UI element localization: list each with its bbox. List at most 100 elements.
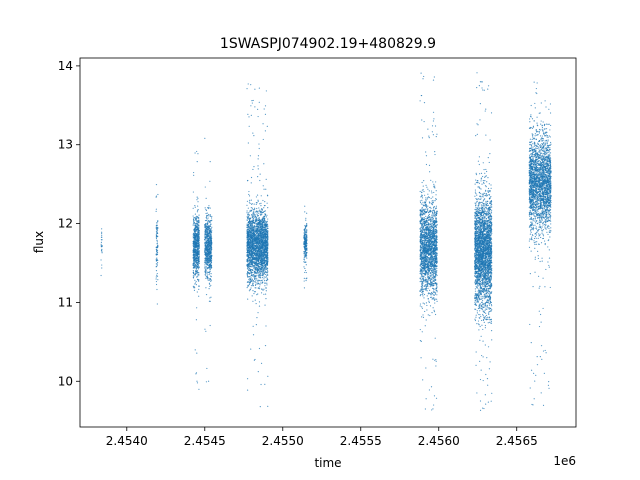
data-point — [260, 241, 262, 243]
data-point — [198, 226, 200, 228]
data-point — [258, 217, 260, 220]
data-point — [265, 188, 267, 190]
data-point — [195, 243, 198, 245]
data-point — [204, 241, 206, 243]
data-point — [246, 274, 249, 276]
data-point — [265, 267, 267, 269]
data-point — [305, 278, 307, 280]
data-point — [259, 210, 261, 212]
data-point — [193, 239, 195, 241]
data-point — [263, 288, 265, 290]
data-point — [193, 171, 195, 174]
data-point — [193, 266, 195, 269]
data-point — [253, 359, 255, 361]
data-point — [210, 237, 212, 239]
data-point — [210, 223, 212, 225]
data-point — [258, 221, 261, 224]
data-point — [262, 199, 264, 202]
data-point — [194, 244, 196, 246]
data-point — [204, 237, 206, 239]
data-point — [266, 231, 268, 233]
data-point — [265, 178, 267, 180]
data-point — [210, 231, 213, 233]
data-point — [210, 217, 213, 219]
data-point — [262, 231, 265, 233]
data-point — [260, 238, 262, 240]
data-point — [247, 263, 249, 266]
data-point — [260, 274, 263, 276]
data-point — [256, 226, 258, 228]
data-point — [246, 229, 248, 231]
data-point — [247, 213, 249, 215]
data-point — [264, 268, 266, 270]
data-point — [195, 226, 197, 229]
data-point — [256, 264, 258, 266]
data-point — [211, 241, 213, 243]
data-point — [192, 215, 194, 217]
data-point — [195, 216, 197, 218]
observing-season-5 — [246, 83, 269, 408]
data-point — [101, 264, 103, 266]
data-point — [263, 234, 265, 236]
data-point — [262, 220, 265, 223]
data-point — [196, 239, 198, 241]
data-point — [209, 267, 211, 269]
data-point — [257, 223, 260, 225]
data-point — [257, 158, 259, 160]
data-point — [210, 239, 212, 242]
data-point — [206, 212, 208, 214]
data-point — [247, 236, 250, 238]
data-point — [206, 244, 208, 246]
data-point — [259, 203, 261, 205]
data-point — [192, 191, 194, 193]
data-point — [204, 272, 206, 274]
data-point — [193, 254, 195, 256]
data-point — [210, 252, 212, 254]
data-point — [196, 248, 198, 250]
data-point — [259, 240, 262, 242]
data-point — [204, 137, 206, 139]
data-point — [192, 257, 194, 259]
data-point — [194, 224, 197, 226]
data-point — [210, 264, 213, 266]
data-point — [264, 210, 266, 212]
data-point — [265, 244, 267, 246]
data-point — [210, 249, 212, 251]
data-point — [253, 231, 255, 233]
data-point — [257, 280, 259, 282]
data-point — [197, 238, 199, 240]
data-point — [208, 207, 210, 209]
data-point — [256, 259, 258, 261]
data-point — [195, 262, 198, 265]
data-point — [251, 102, 253, 104]
data-point — [256, 207, 258, 210]
data-point — [251, 266, 253, 268]
data-point — [305, 242, 307, 244]
data-point — [254, 216, 257, 218]
data-point — [196, 270, 199, 272]
data-point — [204, 267, 206, 270]
data-point — [196, 199, 198, 201]
data-point — [197, 232, 199, 234]
data-point — [209, 224, 211, 226]
data-point — [257, 266, 259, 268]
data-point — [209, 278, 212, 281]
data-point — [248, 239, 250, 241]
data-point — [265, 228, 268, 231]
data-point — [261, 226, 264, 228]
data-point — [259, 257, 261, 259]
data-point — [304, 233, 306, 235]
data-point — [101, 234, 103, 236]
data-point — [204, 226, 206, 229]
data-point — [263, 278, 265, 280]
data-point — [246, 244, 249, 246]
data-point — [198, 241, 200, 243]
data-point — [208, 252, 210, 254]
data-point — [305, 219, 307, 221]
data-point — [211, 219, 213, 221]
data-point — [206, 267, 209, 270]
data-point — [209, 207, 211, 209]
data-point — [266, 194, 269, 196]
data-point — [196, 245, 199, 247]
data-point — [422, 316, 425, 318]
